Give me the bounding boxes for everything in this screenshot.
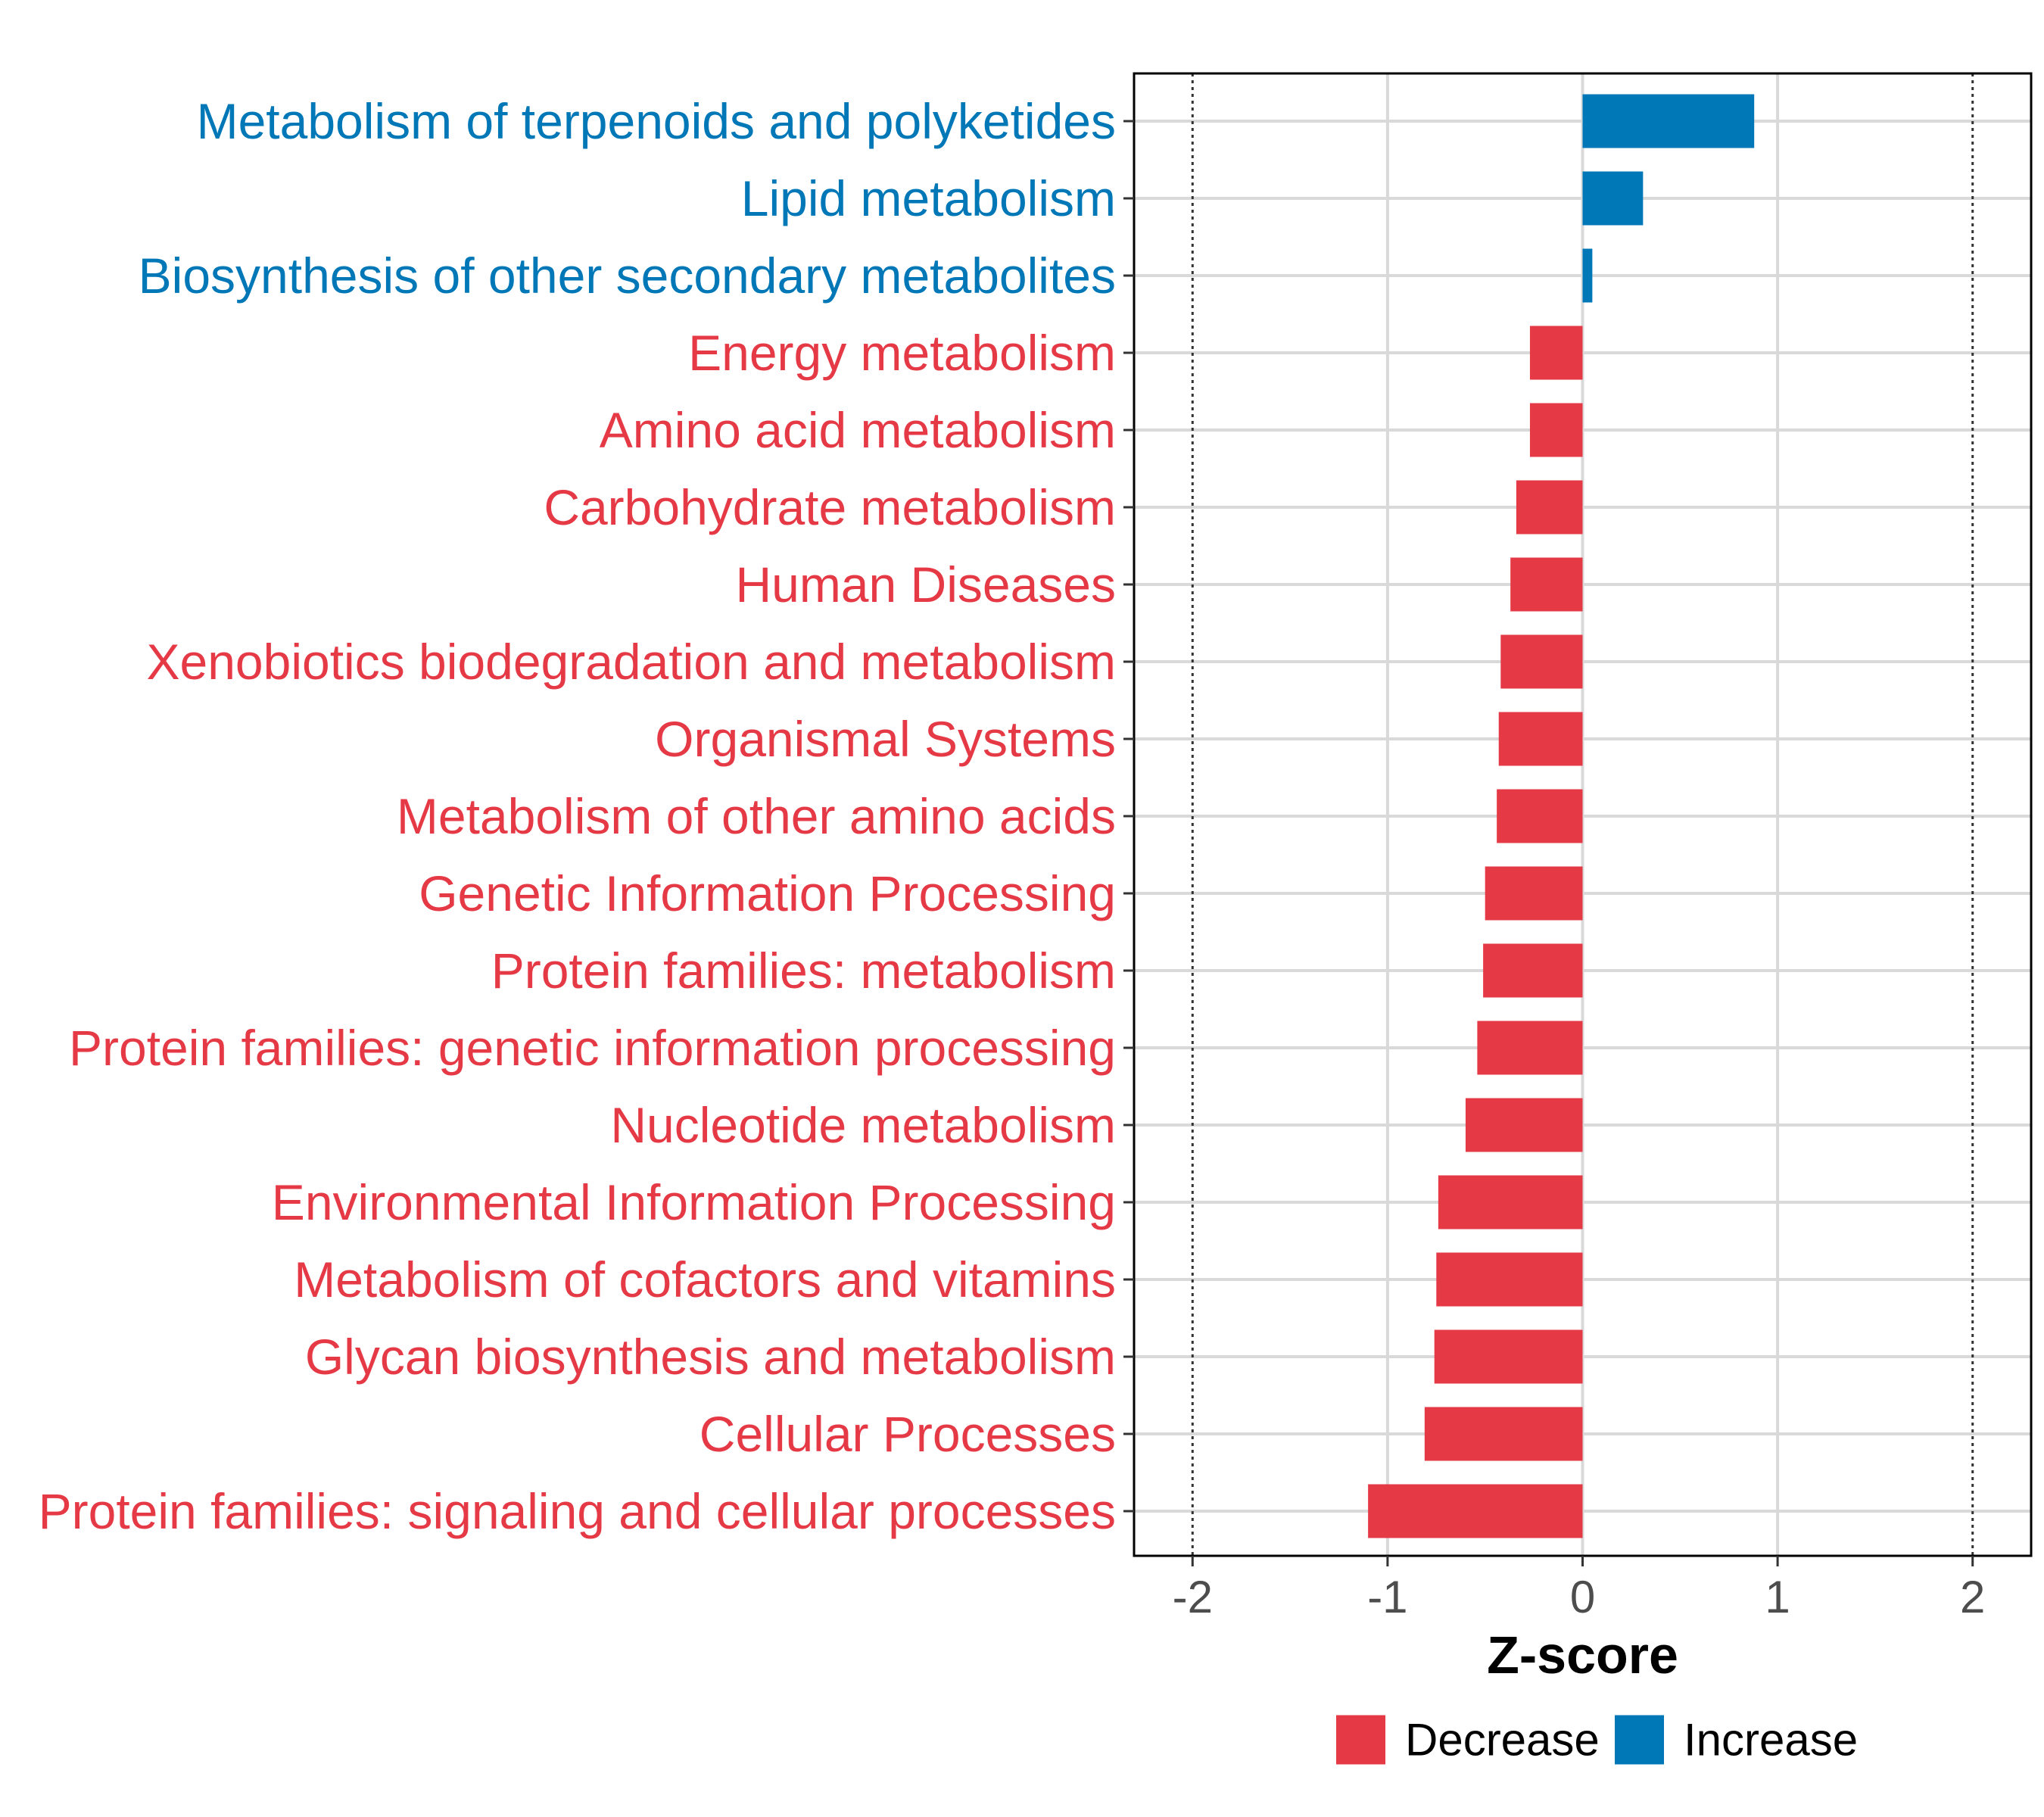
y-tick-label: Protein families: genetic information pr… — [69, 1020, 1116, 1076]
x-axis-ticks: -2 -1 0 1 2 — [1173, 1556, 1985, 1622]
bar — [1434, 1329, 1583, 1384]
legend-key — [1336, 1715, 1385, 1765]
bar — [1497, 789, 1583, 843]
bar — [1582, 248, 1593, 303]
y-tick-label: Organismal Systems — [655, 711, 1116, 767]
reference-lines — [1191, 73, 1974, 1556]
y-tick-label: Human Diseases — [735, 556, 1116, 612]
y-tick-label: Xenobiotics biodegradation and metabolis… — [147, 634, 1117, 690]
x-tick-label: -2 — [1173, 1572, 1213, 1622]
y-axis-ticks: Metabolism of terpenoids and polyketides… — [39, 93, 1134, 1539]
bar — [1483, 943, 1583, 998]
bar — [1438, 1175, 1583, 1230]
y-tick-label: Amino acid metabolism — [600, 402, 1116, 458]
x-tick-label: 1 — [1765, 1572, 1790, 1622]
y-tick-label: Biosynthesis of other secondary metaboli… — [139, 248, 1116, 304]
bars — [1368, 94, 1755, 1538]
x-tick-label: 2 — [1960, 1572, 1985, 1622]
bar — [1500, 634, 1583, 689]
bar — [1529, 403, 1583, 457]
x-axis-title: Z-score — [1487, 1625, 1678, 1685]
bar — [1582, 94, 1755, 148]
x-tick-label: -1 — [1367, 1572, 1407, 1622]
bar — [1477, 1021, 1583, 1075]
legend-label: Increase — [1684, 1715, 1858, 1766]
y-tick-label: Cellular Processes — [700, 1406, 1116, 1462]
bar — [1529, 326, 1583, 380]
legend-key — [1615, 1715, 1664, 1765]
bar — [1368, 1484, 1583, 1538]
y-tick-label: Energy metabolism — [688, 325, 1116, 381]
bar — [1510, 557, 1583, 612]
bar — [1436, 1252, 1583, 1307]
legend: Decrease Increase — [1336, 1715, 1858, 1766]
bar — [1424, 1407, 1583, 1461]
bar — [1465, 1098, 1583, 1152]
bar — [1485, 866, 1583, 921]
y-tick-label: Glycan biosynthesis and metabolism — [305, 1329, 1116, 1385]
bar — [1582, 171, 1644, 226]
y-tick-label: Protein families: signaling and cellular… — [39, 1483, 1116, 1539]
y-tick-label: Carbohydrate metabolism — [544, 479, 1116, 535]
y-tick-label: Metabolism of cofactors and vitamins — [294, 1251, 1116, 1307]
y-tick-label: Metabolism of other amino acids — [397, 788, 1116, 844]
bar — [1498, 712, 1583, 766]
legend-label: Decrease — [1405, 1715, 1600, 1766]
y-tick-label: Nucleotide metabolism — [610, 1097, 1116, 1153]
y-tick-label: Protein families: metabolism — [491, 943, 1116, 999]
y-tick-label: Metabolism of terpenoids and polyketides — [197, 93, 1116, 149]
y-tick-label: Environmental Information Processing — [272, 1174, 1116, 1230]
bar — [1516, 480, 1583, 535]
y-tick-label: Lipid metabolism — [741, 170, 1116, 226]
y-tick-label: Genetic Information Processing — [419, 865, 1116, 921]
x-tick-label: 0 — [1570, 1572, 1595, 1622]
